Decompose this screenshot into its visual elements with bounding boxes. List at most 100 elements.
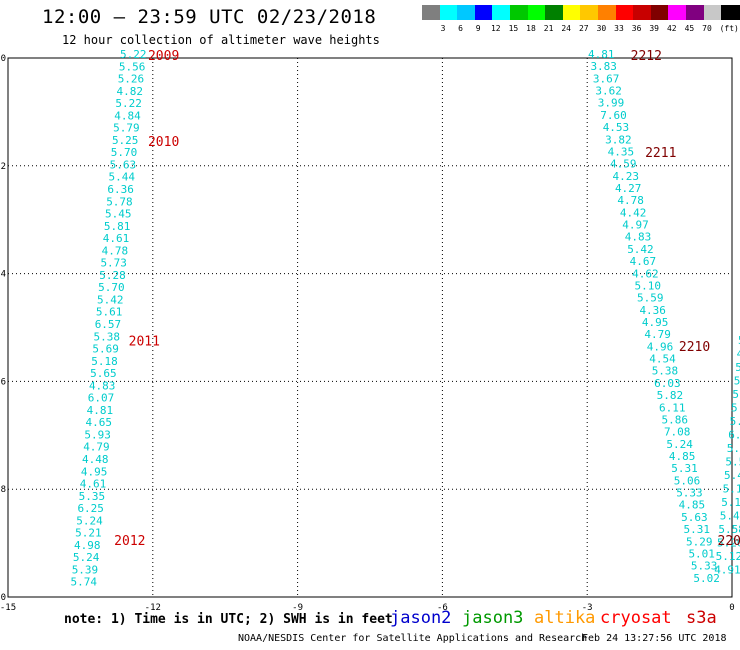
legend-label: 9 [475,24,481,33]
wave-height-label: 5.39 [72,563,99,576]
wave-height-label: 6.25 [77,502,104,515]
legend-swatch [615,5,635,20]
wave-height-label: 5.65 [90,367,117,380]
legend-label: 18 [526,24,536,33]
x-tick-label: 0 [729,603,734,613]
wave-height-label: 7.60 [600,109,627,122]
wave-height-label: 5.58 [718,523,740,536]
credit-text: NOAA/NESDIS Center for Satellite Applica… [238,633,588,644]
wave-height-label: 6.11 [659,401,686,414]
wave-height-label: 6.36 [107,183,134,196]
x-tick-label: -15 [0,603,16,613]
wave-height-label: 4.62 [632,267,659,280]
wave-height-label: 5.26 [717,537,740,550]
wave-height-label: 4.79 [644,328,671,341]
wave-height-label: 5.38 [94,330,121,343]
wave-height-label: 5.4 [734,375,740,388]
y-tick-label: -8 [0,485,6,495]
wave-height-label: 7.08 [664,426,691,439]
wave-height-label: 4.85 [679,499,706,512]
wave-height-label: 5.33 [676,487,703,500]
legend-swatch [545,5,565,20]
legend-unit: (ft) [719,24,739,33]
legend-swatch [580,5,600,20]
wave-height-label: 5.97 [727,442,740,455]
plot-frame [7,57,733,598]
x-tick-label: -3 [582,603,593,613]
wave-height-label: 4.65 [86,416,113,429]
wave-height-label: 5.44 [109,171,136,184]
time-label: 2010 [148,135,179,150]
legend-label: 70 [702,24,712,33]
wave-height-label: 5.93 [84,428,111,441]
wave-height-label: 4.42 [620,206,647,219]
legend-label: 45 [684,24,695,33]
wave-height-label: 5.63 [110,158,136,171]
wave-height-label: 5 [738,334,740,347]
wave-height-label: 4.36 [639,304,666,317]
legend-swatch [703,5,723,20]
x-tick-label: -6 [437,603,448,613]
legend-swatch [668,5,688,20]
legend-label: 30 [596,24,607,33]
wave-height-label: 5.18 [91,355,118,368]
legend-label: 3 [440,24,446,33]
wave-height-label: 5.70 [98,281,125,294]
wave-height-label: 4.79 [83,441,110,454]
legend-swatch [492,5,512,20]
time-label: 220 [718,534,740,549]
chart-title: 12:00 – 23:59 UTC 02/23/2018 [42,6,377,28]
wave-height-label: 4.61 [103,232,130,245]
legend-label: 42 [666,24,677,33]
wave-height-label: 3.67 [593,72,620,85]
legend-label: 6 [458,24,463,33]
wave-height-label: 5.21 [75,527,102,540]
wave-height-label: 4.35 [608,145,635,158]
time-label: 2211 [645,146,676,161]
time-label: 2210 [679,340,710,355]
wave-height-label: 4.78 [617,194,644,207]
wave-height-label: 4 [737,348,740,361]
wave-height-label: 4.98 [74,539,101,552]
wave-height-label: 4.59 [610,158,637,171]
wave-height-label: 4.53 [603,121,630,134]
legend-swatch [527,5,547,20]
wave-height-label: 4.78 [102,244,129,257]
legend-swatch [457,5,477,20]
wave-height-label: 4.23 [613,170,640,183]
wave-height-label: 4.54 [649,353,676,366]
wave-height-label: 5.43 [724,469,740,482]
legend-label: 39 [649,24,659,33]
wave-height-label: 4.95 [642,316,669,329]
wave-height-label: 5.63 [681,511,708,524]
y-tick-label: -10 [0,593,6,603]
satellite-jason3: jason3 [462,608,524,628]
legend-swatch [510,5,529,20]
wave-height-label: 5.82 [730,415,740,428]
wave-height-label: 5.17 [721,496,740,509]
legend-swatch [633,5,653,20]
wave-height-label: 6.07 [88,392,115,405]
chart-subtitle: 12 hour collection of altimeter wave hei… [62,33,380,47]
legend-swatch [650,5,670,20]
time-label: 2212 [631,49,662,64]
footer-note: note: 1) Time is in UTC; 2) SWH is in fe… [64,612,393,627]
wave-height-label: 4.84 [114,109,141,122]
wave-height-label: 4.48 [82,453,109,466]
wave-height-label: 5.02 [693,572,720,585]
wave-height-label: 4.83 [89,379,116,392]
wave-height-label: 4.95 [81,465,108,478]
legend-swatch [686,5,705,20]
wave-height-label: 4.83 [625,231,652,244]
wave-height-label: 6.09 [728,429,740,442]
satellite-cryosat: cryosat [600,608,672,628]
wave-height-label: 4.27 [615,182,642,195]
wave-height-label: 4.82 [117,85,144,98]
legend-label: 21 [543,24,554,33]
timestamp-text: Feb 24 13:27:56 UTC 2018 [582,633,727,644]
wave-height-label: 4.81 [87,404,114,417]
wave-height-label: 5.31 [671,462,698,475]
y-tick-label: -2 [0,162,6,172]
